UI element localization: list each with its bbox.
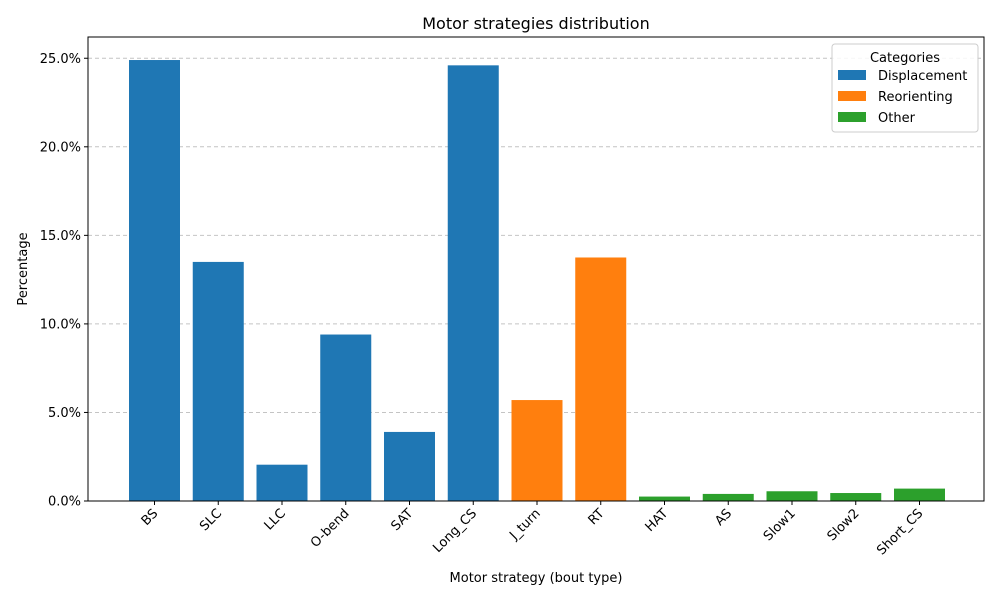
- bar-o-bend: [320, 334, 372, 501]
- y-tick-label: 20.0%: [40, 140, 81, 155]
- x-tick-label: AS: [712, 506, 735, 529]
- legend-label-other: Other: [878, 111, 916, 126]
- y-axis-label: Percentage: [16, 232, 31, 305]
- y-axis: 0.0% 5.0% 10.0% 15.0% 20.0% 25.0%: [40, 52, 88, 510]
- legend-frame: [831, 43, 979, 133]
- x-tick-label: O-bend: [308, 506, 353, 551]
- bars: [129, 60, 945, 502]
- x-tick-label: Long_CS: [430, 506, 480, 556]
- bar-slow2: [830, 493, 882, 501]
- bar-long-cs: [447, 65, 499, 501]
- x-tick-label: J_turn: [506, 506, 543, 543]
- x-tick-label: Short_CS: [874, 506, 926, 558]
- y-tick-label: 0.0%: [48, 495, 81, 510]
- bar-hat: [639, 496, 690, 501]
- bar-sat: [384, 431, 435, 501]
- bar-slc: [192, 261, 244, 501]
- bar-j-turn: [511, 400, 563, 501]
- y-tick-label: 10.0%: [40, 317, 81, 332]
- bar-llc: [256, 464, 308, 501]
- x-tick-label: SLC: [197, 506, 225, 534]
- legend-swatch-other: [838, 112, 866, 122]
- y-tick-label: 25.0%: [40, 52, 81, 67]
- x-tick-label: LLC: [262, 506, 289, 533]
- x-tick-label: RT: [586, 506, 608, 528]
- y-tick-label: 5.0%: [48, 406, 81, 421]
- legend-label-reorienting: Reorienting: [878, 90, 953, 105]
- x-axis-label: Motor strategy (bout type): [450, 571, 623, 586]
- legend-swatch-reorienting: [838, 91, 866, 101]
- x-tick-label: SAT: [389, 506, 417, 534]
- plot-frame: [87, 36, 985, 502]
- bar-slow1: [766, 491, 818, 501]
- bar-rt: [575, 257, 627, 501]
- x-tick-label: BS: [139, 506, 162, 529]
- x-tick-label: Slow2: [825, 506, 863, 544]
- x-tick-label: Slow1: [761, 506, 799, 544]
- x-tick-label: HAT: [643, 506, 672, 535]
- x-axis: BS SLC LLC O-bend SAT Long_CS J_turn RT HAT AS Slo…: [139, 501, 926, 558]
- bar-short-cs: [894, 488, 945, 501]
- legend-title: Categories: [870, 51, 940, 66]
- legend: Categories Displacement Reorienting Other: [831, 43, 979, 133]
- bar-bs: [129, 60, 180, 502]
- legend-swatch-displacement: [838, 70, 866, 80]
- y-tick-label: 15.0%: [40, 229, 81, 244]
- legend-label-displacement: Displacement: [878, 69, 967, 84]
- chart-title: Motor strategies distribution: [422, 14, 649, 33]
- bar-as: [702, 493, 754, 501]
